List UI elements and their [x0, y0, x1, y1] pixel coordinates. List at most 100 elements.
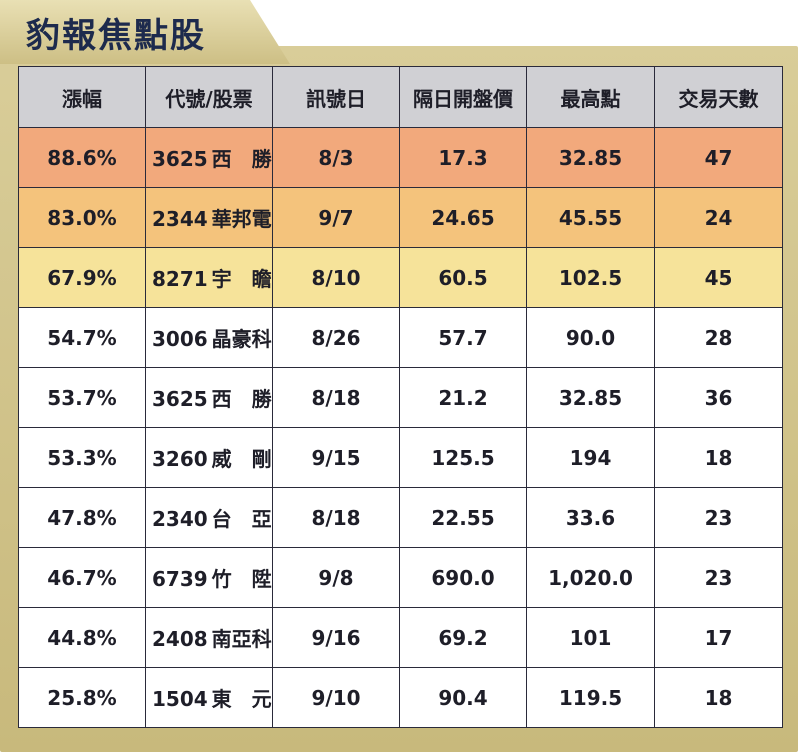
- high-cell: 32.85: [526, 367, 655, 428]
- table-row: 53.7% 3625 西 勝 8/18 21.2 32.85 36: [18, 367, 783, 428]
- stock-cell: 2344 華邦電: [145, 187, 273, 248]
- high-cell: 33.6: [526, 487, 655, 548]
- stock-name: 威 剛: [211, 447, 272, 471]
- high-cell: 119.5: [526, 667, 655, 728]
- stock-code: 1504: [152, 687, 208, 711]
- signal-date-cell: 9/15: [272, 427, 400, 488]
- stock-cell: 3625 西 勝: [145, 127, 273, 188]
- signal-date-cell: 8/3: [272, 127, 400, 188]
- stock-name: 東 元: [211, 687, 272, 711]
- stock-name: 華邦電: [211, 207, 272, 231]
- title-tab: [0, 0, 290, 64]
- gain-cell: 88.6%: [18, 127, 146, 188]
- high-cell: 1,020.0: [526, 547, 655, 608]
- stock-code: 2408: [152, 627, 208, 651]
- gain-cell: 44.8%: [18, 607, 146, 668]
- stock-name: 西 勝: [211, 387, 272, 411]
- days-cell: 18: [654, 667, 783, 728]
- stock-code: 8271: [152, 267, 208, 291]
- signal-date-cell: 8/10: [272, 247, 400, 308]
- days-cell: 18: [654, 427, 783, 488]
- stock-code: 2340: [152, 507, 208, 531]
- gain-cell: 54.7%: [18, 307, 146, 368]
- stock-code: 3260: [152, 447, 208, 471]
- stock-name: 宇 瞻: [211, 267, 272, 291]
- high-cell: 32.85: [526, 127, 655, 188]
- stock-cell: 8271 宇 瞻: [145, 247, 273, 308]
- days-cell: 24: [654, 187, 783, 248]
- signal-date-cell: 8/18: [272, 487, 400, 548]
- gain-cell: 53.3%: [18, 427, 146, 488]
- stock-cell: 2340 台 亞: [145, 487, 273, 548]
- header-stock: 代號/股票: [145, 66, 273, 128]
- stock-name: 西 勝: [211, 147, 272, 171]
- table-row: 67.9% 8271 宇 瞻 8/10 60.5 102.5 45: [18, 247, 783, 308]
- stock-cell: 3625 西 勝: [145, 367, 273, 428]
- stock-code: 3625: [152, 147, 208, 171]
- next-open-cell: 17.3: [399, 127, 527, 188]
- high-cell: 45.55: [526, 187, 655, 248]
- table-row: 44.8% 2408 南亞科 9/16 69.2 101 17: [18, 607, 783, 668]
- header-high: 最高點: [526, 66, 655, 128]
- stock-code: 6739: [152, 567, 208, 591]
- next-open-cell: 21.2: [399, 367, 527, 428]
- high-cell: 102.5: [526, 247, 655, 308]
- next-open-cell: 90.4: [399, 667, 527, 728]
- high-cell: 90.0: [526, 307, 655, 368]
- days-cell: 28: [654, 307, 783, 368]
- high-cell: 194: [526, 427, 655, 488]
- stock-name: 台 亞: [211, 507, 272, 531]
- table-row: 46.7% 6739 竹 陞 9/8 690.0 1,020.0 23: [18, 547, 783, 608]
- days-cell: 36: [654, 367, 783, 428]
- gain-cell: 67.9%: [18, 247, 146, 308]
- signal-date-cell: 9/16: [272, 607, 400, 668]
- table-row: 54.7% 3006 晶豪科 8/26 57.7 90.0 28: [18, 307, 783, 368]
- page-title: 豹報焦點股: [26, 16, 206, 56]
- signal-date-cell: 9/10: [272, 667, 400, 728]
- signal-date-cell: 9/7: [272, 187, 400, 248]
- header-next-open: 隔日開盤價: [399, 66, 527, 128]
- signal-date-cell: 9/8: [272, 547, 400, 608]
- high-cell: 101: [526, 607, 655, 668]
- stock-cell: 3260 威 剛: [145, 427, 273, 488]
- days-cell: 23: [654, 487, 783, 548]
- days-cell: 17: [654, 607, 783, 668]
- header-gain: 漲幅: [18, 66, 146, 128]
- gain-cell: 53.7%: [18, 367, 146, 428]
- stock-name: 晶豪科: [211, 327, 272, 351]
- next-open-cell: 60.5: [399, 247, 527, 308]
- stock-cell: 3006 晶豪科: [145, 307, 273, 368]
- gain-cell: 25.8%: [18, 667, 146, 728]
- table-row: 25.8% 1504 東 元 9/10 90.4 119.5 18: [18, 667, 783, 728]
- table-row: 83.0% 2344 華邦電 9/7 24.65 45.55 24: [18, 187, 783, 248]
- next-open-cell: 690.0: [399, 547, 527, 608]
- gain-cell: 83.0%: [18, 187, 146, 248]
- days-cell: 23: [654, 547, 783, 608]
- table-row: 47.8% 2340 台 亞 8/18 22.55 33.6 23: [18, 487, 783, 548]
- gain-cell: 47.8%: [18, 487, 146, 548]
- header-signal-date: 訊號日: [272, 66, 400, 128]
- stock-cell: 1504 東 元: [145, 667, 273, 728]
- header-days: 交易天數: [654, 66, 783, 128]
- stock-code: 3006: [152, 327, 208, 351]
- table-header-row: 漲幅 代號/股票 訊號日 隔日開盤價 最高點 交易天數: [18, 66, 783, 128]
- stock-cell: 6739 竹 陞: [145, 547, 273, 608]
- signal-date-cell: 8/18: [272, 367, 400, 428]
- stock-name: 南亞科: [211, 627, 272, 651]
- days-cell: 45: [654, 247, 783, 308]
- days-cell: 47: [654, 127, 783, 188]
- stock-name: 竹 陞: [211, 567, 272, 591]
- stock-code: 2344: [152, 207, 208, 231]
- next-open-cell: 24.65: [399, 187, 527, 248]
- next-open-cell: 57.7: [399, 307, 527, 368]
- next-open-cell: 69.2: [399, 607, 527, 668]
- next-open-cell: 125.5: [399, 427, 527, 488]
- next-open-cell: 22.55: [399, 487, 527, 548]
- gain-cell: 46.7%: [18, 547, 146, 608]
- table-row: 88.6% 3625 西 勝 8/3 17.3 32.85 47: [18, 127, 783, 188]
- signal-date-cell: 8/26: [272, 307, 400, 368]
- table-row: 53.3% 3260 威 剛 9/15 125.5 194 18: [18, 427, 783, 488]
- stock-code: 3625: [152, 387, 208, 411]
- stock-cell: 2408 南亞科: [145, 607, 273, 668]
- stock-table: 漲幅 代號/股票 訊號日 隔日開盤價 最高點 交易天數 88.6% 3625 西 勝…: [18, 66, 783, 728]
